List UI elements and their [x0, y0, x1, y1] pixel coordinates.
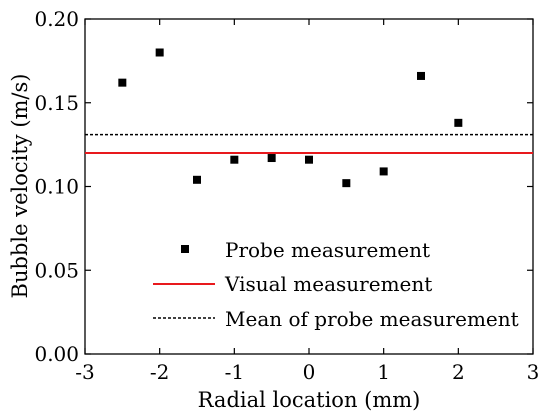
probe-point-2 [193, 175, 201, 184]
y-tick-labels: 0.00 0.05 0.10 0.15 0.20 [34, 7, 79, 366]
probe-point-8 [417, 71, 425, 80]
legend: Probe measurement Visual measurement Mea… [153, 238, 519, 331]
y-tick-label-0: 0.00 [34, 342, 79, 366]
probe-point-5 [305, 155, 313, 164]
x-tick-labels: -3 -2 -1 0 1 2 3 [75, 360, 539, 384]
x-tick-label-1: -2 [150, 360, 169, 384]
probe-point-4 [267, 154, 276, 163]
x-tick-label-3: 0 [303, 360, 316, 384]
y-tick-label-2: 0.10 [34, 175, 79, 199]
y-axis-title: Bubble velocity (m/s) [8, 74, 32, 299]
legend-label-probe: Probe measurement [225, 238, 430, 262]
x-axis-title: Radial location (mm) [198, 388, 421, 412]
probe-point-9 [454, 118, 463, 127]
y-tick-label-1: 0.05 [34, 258, 79, 282]
x-tick-label-2: -1 [225, 360, 244, 384]
data-points [118, 48, 463, 188]
legend-label-visual: Visual measurement [224, 272, 432, 296]
plot-frame [84, 18, 534, 355]
x-tick-label-6: 3 [527, 360, 540, 384]
probe-point-3 [230, 155, 239, 164]
axis-ticks [84, 18, 534, 355]
probe-point-1 [155, 48, 164, 57]
probe-point-6 [342, 179, 351, 188]
legend-marker-probe [181, 245, 189, 253]
x-tick-label-4: 1 [377, 360, 390, 384]
reference-lines [85, 133, 533, 154]
probe-point-7 [379, 167, 388, 176]
legend-label-mean: Mean of probe measurement [225, 307, 519, 331]
x-tick-label-0: -3 [75, 360, 94, 384]
probe-point-0 [118, 78, 127, 87]
y-tick-label-3: 0.15 [34, 91, 79, 115]
y-tick-label-4: 0.20 [34, 7, 79, 31]
x-tick-label-5: 2 [452, 360, 465, 384]
